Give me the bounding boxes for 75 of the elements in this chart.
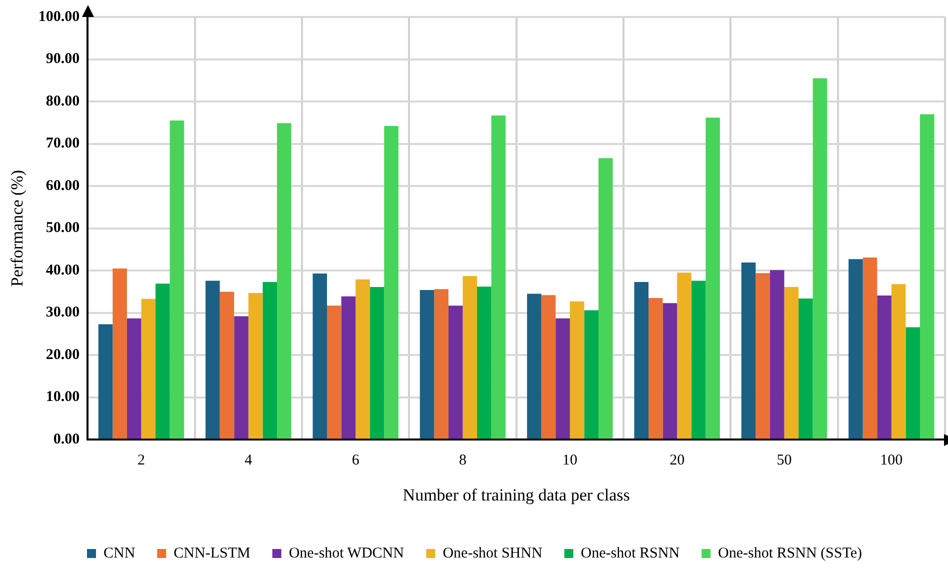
bar — [156, 284, 170, 439]
bar — [141, 298, 156, 439]
y-tick-label: 80.00 — [46, 93, 80, 110]
x-tick-label: 4 — [244, 452, 253, 469]
bar — [570, 301, 584, 439]
x-tick-label: 8 — [458, 452, 466, 469]
bar — [234, 316, 248, 439]
bar — [556, 318, 570, 439]
bar — [906, 327, 920, 439]
bar — [126, 318, 142, 439]
bar — [862, 257, 878, 439]
bar — [662, 303, 678, 439]
bar — [112, 268, 127, 439]
bar — [434, 289, 448, 439]
bar — [541, 295, 556, 439]
bar — [877, 295, 892, 439]
bar — [370, 287, 384, 439]
bar — [920, 114, 934, 439]
bar — [356, 279, 370, 439]
bar — [220, 292, 234, 439]
bar — [848, 259, 863, 439]
legend-label: One-shot RSNN (SSTe) — [718, 545, 862, 562]
y-tick-label: 70.00 — [46, 136, 80, 152]
bar — [462, 276, 478, 439]
bar — [891, 284, 906, 439]
legend-label: CNN — [103, 545, 136, 562]
x-tick-label: 20 — [670, 452, 685, 469]
y-tick-label: 10.00 — [46, 389, 80, 406]
bar — [584, 310, 598, 439]
bar — [312, 274, 327, 439]
bar — [170, 120, 184, 439]
bar — [98, 324, 113, 439]
y-tick-label: 50.00 — [46, 220, 80, 236]
legend-label: One-shot RSNN — [580, 545, 680, 562]
bar — [677, 272, 692, 439]
x-tick-label: 10 — [562, 452, 578, 469]
bar — [691, 280, 706, 439]
legend-label: One-shot WDCNN — [288, 545, 404, 562]
bar — [648, 298, 663, 439]
bar — [756, 273, 770, 439]
y-axis-title: Performance (%) — [8, 170, 27, 287]
bar — [527, 294, 542, 439]
x-axis-title: Number of training data per class — [402, 485, 630, 504]
y-tick-label: 60.00 — [46, 178, 80, 194]
bar — [812, 78, 828, 439]
bar — [276, 123, 292, 439]
bar — [706, 118, 720, 439]
legend-label: CNN-LSTM — [174, 545, 250, 562]
bar — [741, 262, 756, 439]
bar — [491, 115, 506, 439]
bar — [206, 280, 220, 439]
y-tick-label: 100.00 — [38, 8, 80, 25]
bar — [262, 282, 277, 439]
bar — [341, 296, 356, 439]
bar — [477, 286, 492, 439]
y-tick-label: 0.00 — [53, 431, 80, 448]
bar — [448, 306, 463, 439]
bar — [798, 298, 813, 439]
x-tick-label: 100 — [880, 452, 903, 469]
x-tick-label: 2 — [137, 452, 145, 469]
bar — [420, 290, 434, 439]
y-tick-label: 40.00 — [46, 262, 80, 278]
bar — [634, 282, 648, 439]
y-tick-label: 30.00 — [46, 304, 80, 321]
x-tick-label: 6 — [352, 452, 360, 469]
bar — [784, 287, 799, 439]
bar — [598, 158, 613, 439]
bar — [326, 306, 342, 439]
y-tick-label: 20.00 — [46, 346, 80, 363]
bar — [384, 126, 398, 439]
x-tick-label: 50 — [776, 452, 792, 469]
bar — [248, 292, 263, 439]
legend-label: One-shot SHNN — [442, 545, 542, 562]
y-tick-label: 90.00 — [46, 51, 80, 68]
bar — [770, 270, 784, 439]
